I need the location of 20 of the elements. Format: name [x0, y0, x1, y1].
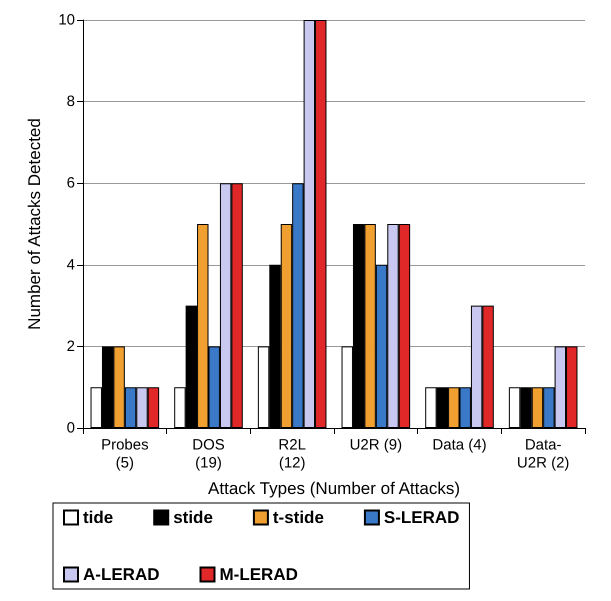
x-tick-label: Data- U2R (2) [516, 436, 570, 472]
y-tick-label: 2 [66, 338, 75, 355]
legend-label: A-LERAD [83, 565, 160, 584]
x-axis-title: Attack Types (Number of Attacks) [208, 479, 460, 498]
y-tick-label: 10 [58, 12, 75, 28]
legend-label: stide [173, 508, 213, 527]
legend-label: tide [83, 508, 114, 527]
y-tick-label: 4 [66, 256, 75, 274]
x-tick-label: Probes (5) [101, 436, 149, 472]
legend-label: t-stide [272, 508, 324, 527]
legend-label: M-LERAD [219, 565, 298, 584]
y-tick-label: 6 [66, 174, 75, 192]
x-tick-label: R2L (12) [278, 436, 306, 472]
x-tick-label: U2R (9) [350, 436, 402, 454]
x-tick-label: Data (4) [432, 436, 487, 454]
x-tick-label: DOS (19) [192, 436, 225, 472]
y-axis-title: Number of Attacks Detected [25, 118, 44, 330]
legend-label: S-LERAD [384, 508, 460, 527]
y-tick-label: 0 [66, 420, 75, 436]
y-tick-label: 8 [66, 93, 75, 110]
